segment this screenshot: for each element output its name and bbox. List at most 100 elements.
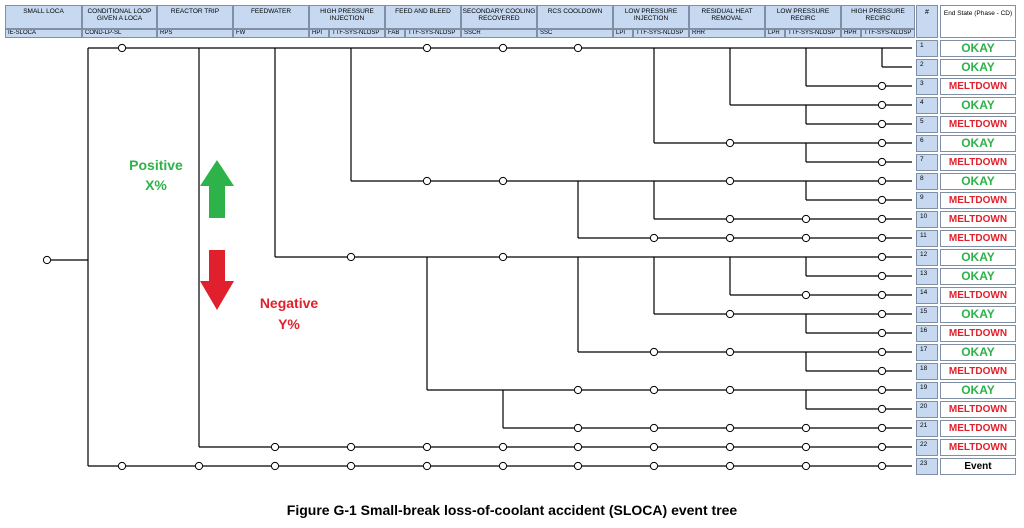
branch-node — [346, 442, 356, 452]
branch-node — [498, 461, 508, 471]
branch-node — [801, 461, 811, 471]
branch-node — [877, 328, 887, 338]
branch-node — [422, 176, 432, 186]
branch-node — [422, 43, 432, 53]
column-header: HIGH PRESSURE INJECTION — [309, 5, 385, 29]
event-tree-diagram — [42, 43, 912, 471]
column-header: LOW PRESSURE INJECTION — [613, 5, 689, 29]
end-state-okay: OKAY — [940, 268, 1016, 285]
branch-node — [877, 290, 887, 300]
end-state-meltdown: MELTDOWN — [940, 211, 1016, 228]
sequence-number: 12 — [916, 249, 938, 266]
column-subcode: TTF-SYS-NLOSP — [633, 29, 689, 38]
column-subcode: TTF-SYS-NLOSP — [785, 29, 841, 38]
negative-label: Negative — [259, 295, 319, 311]
sequence-number: 21 — [916, 420, 938, 437]
branch-node — [498, 442, 508, 452]
column-header: RCS COOLDOWN — [537, 5, 613, 29]
sequence-number: 23 — [916, 458, 938, 475]
end-state-meltdown: MELTDOWN — [940, 116, 1016, 133]
branch-node — [649, 461, 659, 471]
branch-node — [725, 461, 735, 471]
branch-node — [117, 43, 127, 53]
column-code: COND-LP-SL — [82, 29, 157, 38]
column-code: HPI — [309, 29, 329, 38]
branch-node — [877, 271, 887, 281]
branch-node — [877, 214, 887, 224]
branch-node — [498, 43, 508, 53]
end-state-meltdown: MELTDOWN — [940, 439, 1016, 456]
branch-node — [649, 385, 659, 395]
sequence-number: 9 — [916, 192, 938, 209]
column-code: FW — [233, 29, 309, 38]
branch-node — [877, 423, 887, 433]
branch-node — [877, 119, 887, 129]
branch-node — [877, 442, 887, 452]
branch-node — [877, 404, 887, 414]
end-state-meltdown: MELTDOWN — [940, 287, 1016, 304]
sequence-number: 3 — [916, 78, 938, 95]
branch-node — [877, 461, 887, 471]
branch-node — [649, 233, 659, 243]
end-state-okay: OKAY — [940, 97, 1016, 114]
sequence-number: 8 — [916, 173, 938, 190]
branch-node — [877, 195, 887, 205]
branch-node — [801, 423, 811, 433]
end-state-okay: OKAY — [940, 344, 1016, 361]
branch-node — [270, 442, 280, 452]
column-code: IE-SLOCA — [5, 29, 82, 38]
sequence-number-header: # — [916, 5, 938, 38]
column-code: RPS — [157, 29, 233, 38]
sequence-number: 13 — [916, 268, 938, 285]
positive-label: Positive — [129, 157, 183, 173]
end-state-meltdown: MELTDOWN — [940, 78, 1016, 95]
column-code: FAB — [385, 29, 405, 38]
branch-node — [346, 252, 356, 262]
sequence-number: 6 — [916, 135, 938, 152]
branch-node — [877, 309, 887, 319]
column-header: HIGH PRESSURE RECIRC — [841, 5, 915, 29]
column-subcode: TTF-SYS-NLOSP — [861, 29, 915, 38]
end-state-okay: OKAY — [940, 306, 1016, 323]
branch-node — [42, 255, 52, 265]
branch-node — [725, 233, 735, 243]
sequence-number: 17 — [916, 344, 938, 361]
sequence-number: 20 — [916, 401, 938, 418]
column-code: HPR — [841, 29, 861, 38]
branch-node — [877, 157, 887, 167]
column-header: FEED AND BLEED — [385, 5, 461, 29]
column-code: RHR — [689, 29, 765, 38]
event-tree-header: SMALL LOCA IE-SLOCA CONDITIONAL LOOP GIVEN… — [5, 5, 915, 38]
sequence-number: 7 — [916, 154, 938, 171]
branch-node — [877, 252, 887, 262]
end-state-meltdown: MELTDOWN — [940, 192, 1016, 209]
end-state-meltdown: MELTDOWN — [940, 363, 1016, 380]
column-header: REACTOR TRIP — [157, 5, 233, 29]
branch-node — [877, 385, 887, 395]
branch-node — [498, 252, 508, 262]
end-state-event: Event — [940, 458, 1016, 475]
branch-node — [725, 423, 735, 433]
branch-node — [573, 385, 583, 395]
sequence-number: 18 — [916, 363, 938, 380]
end-state-meltdown: MELTDOWN — [940, 230, 1016, 247]
branch-node — [877, 233, 887, 243]
end-state-meltdown: MELTDOWN — [940, 420, 1016, 437]
column-subcode: TTF-SYS-NLOSP — [405, 29, 461, 38]
branch-node — [573, 43, 583, 53]
branch-node — [801, 233, 811, 243]
branch-node — [117, 461, 127, 471]
end-state-okay: OKAY — [940, 382, 1016, 399]
end-state-okay: OKAY — [940, 173, 1016, 190]
end-state-okay: OKAY — [940, 249, 1016, 266]
sequence-number: 14 — [916, 287, 938, 304]
sequence-number: 11 — [916, 230, 938, 247]
sequence-number: 2 — [916, 59, 938, 76]
down-arrow-icon — [200, 250, 234, 310]
column-header: FEEDWATER — [233, 5, 309, 29]
branch-node — [801, 290, 811, 300]
column-code: SSC — [537, 29, 613, 38]
branch-node — [877, 81, 887, 91]
branch-node — [573, 423, 583, 433]
figure-caption: Figure G-1 Small-break loss-of-coolant a… — [286, 502, 738, 518]
